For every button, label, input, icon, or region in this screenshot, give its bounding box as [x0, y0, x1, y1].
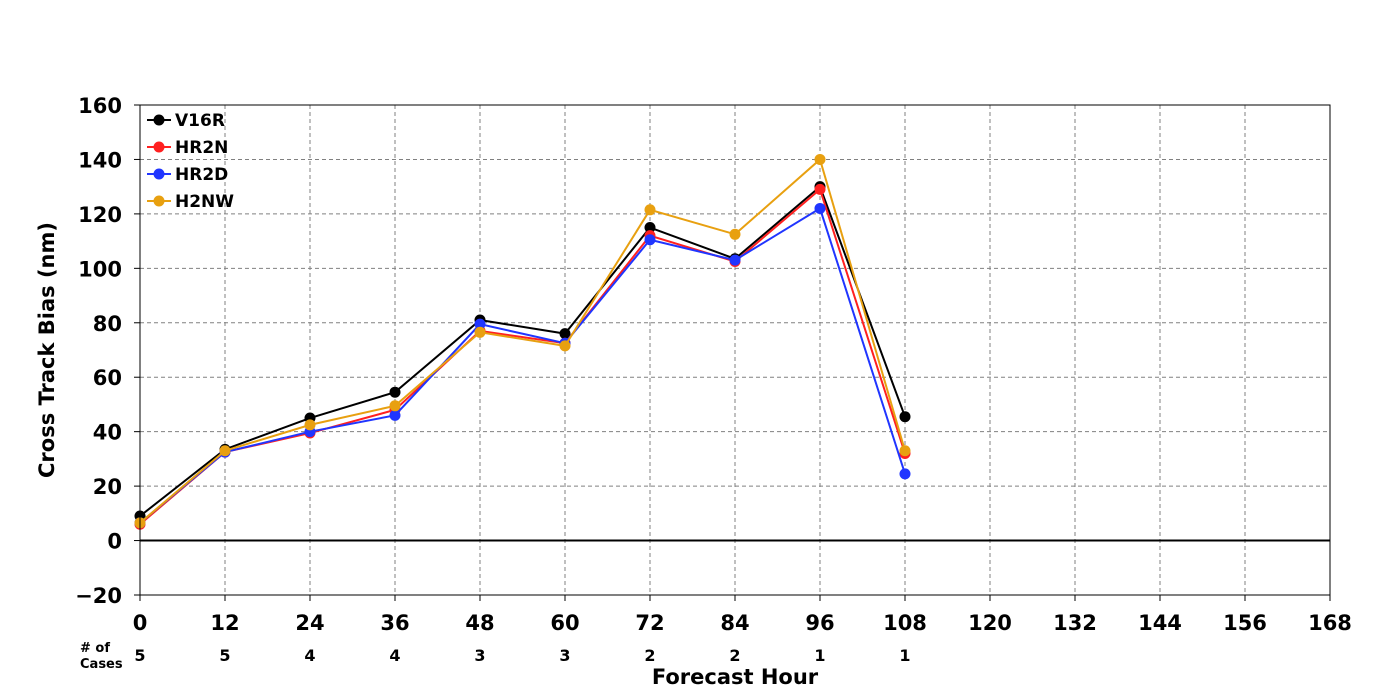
y-tick-label: 160: [78, 94, 122, 118]
legend-item-h2nw: H2NW: [147, 192, 234, 212]
series-hr2n: [134, 183, 911, 530]
data-point-hr2d: [814, 202, 826, 214]
case-count: 1: [814, 646, 825, 665]
y-tick-label: 140: [78, 148, 122, 172]
x-tick-label: 144: [1138, 611, 1182, 635]
data-point-h2nw: [219, 445, 231, 457]
x-tick-label: 0: [133, 611, 148, 635]
x-tick-label: 132: [1053, 611, 1097, 635]
series-line-v16r: [139, 184, 906, 517]
data-point-h2nw: [644, 204, 656, 216]
legend-marker: [153, 195, 165, 207]
series-line-hr2d: [139, 206, 906, 524]
y-tick-label: 80: [93, 312, 122, 336]
legend-item-v16r: V16R: [147, 111, 225, 131]
legend-item-hr2n: HR2N: [147, 138, 228, 158]
data-point-hr2n: [814, 183, 826, 195]
y-tick-label: 100: [78, 257, 122, 281]
legend-marker: [153, 168, 165, 180]
legend-marker: [153, 141, 165, 153]
x-tick-label: 108: [883, 611, 927, 635]
x-axis-title: Forecast Hour: [652, 665, 819, 689]
series-hr2d: [134, 202, 911, 529]
legend-marker: [153, 114, 165, 126]
series-line-hr2n: [139, 187, 906, 525]
x-tick-label: 12: [210, 611, 239, 635]
series-line-h2nw: [139, 157, 906, 524]
grid-lines: [140, 105, 1330, 595]
cases-row: # of Cases 5 5 4 4 3 3 2 2 1 1: [80, 641, 911, 672]
legend-label: HR2N: [175, 138, 228, 158]
legend: V16R HR2N HR2D H2NW: [147, 111, 234, 212]
x-tick-label: 96: [805, 611, 834, 635]
x-tick-label: 120: [968, 611, 1012, 635]
series-h2nw: [134, 153, 911, 529]
data-point-v16r: [899, 411, 911, 423]
y-tick-label: 120: [78, 203, 122, 227]
data-point-hr2d: [474, 318, 486, 330]
data-point-hr2d: [644, 234, 656, 246]
data-point-h2nw: [559, 340, 571, 352]
case-count: 4: [304, 646, 315, 665]
data-point-h2nw: [304, 419, 316, 431]
y-tick-label: 60: [93, 366, 122, 390]
y-axis-title: Cross Track Bias (nm): [35, 222, 59, 478]
x-tick-label: 48: [465, 611, 494, 635]
data-point-h2nw: [729, 228, 741, 240]
x-tick-label: 72: [635, 611, 664, 635]
y-tick-labels: 160 140 120 100 80 60 40 20 0 −20: [75, 94, 140, 608]
y-tick-label: −20: [75, 584, 122, 608]
data-point-hr2d: [729, 254, 741, 266]
cases-label-line1: # of: [80, 641, 110, 656]
case-count: 3: [474, 646, 485, 665]
x-tick-label: 60: [550, 611, 579, 635]
data-point-v16r: [559, 328, 571, 340]
x-tick-label: 156: [1223, 611, 1267, 635]
data-point-h2nw: [814, 153, 826, 165]
data-point-v16r: [644, 222, 656, 233]
data-point-h2nw: [389, 400, 401, 412]
case-count: 5: [219, 646, 230, 665]
y-tick-label: 0: [107, 530, 122, 554]
x-tick-label: 36: [380, 611, 409, 635]
legend-label: H2NW: [175, 192, 234, 212]
legend-label: HR2D: [175, 165, 228, 185]
data-point-h2nw: [474, 326, 486, 338]
series-v16r: [134, 181, 911, 522]
case-count: 1: [899, 646, 910, 665]
data-point-hr2d: [899, 468, 911, 480]
legend-label: V16R: [175, 111, 225, 131]
data-point-v16r: [389, 386, 401, 398]
x-tick-label: 168: [1308, 611, 1352, 635]
case-count: 2: [729, 646, 740, 665]
y-tick-label: 40: [93, 421, 122, 445]
data-series: [134, 153, 911, 530]
cases-label-line2: Cases: [80, 657, 123, 672]
case-count: 2: [644, 646, 655, 665]
data-point-h2nw: [899, 445, 911, 457]
case-count: 5: [134, 646, 145, 665]
x-tick-labels: 0 12 24 36 48 60 72 84 96 108 120 132 144 156 168: [133, 595, 1352, 635]
data-point-hr2d: [389, 409, 401, 421]
legend-item-hr2d: HR2D: [147, 165, 228, 185]
case-count: 4: [389, 646, 400, 665]
y-tick-label: 20: [93, 475, 122, 499]
case-count: 3: [559, 646, 570, 665]
x-tick-label: 84: [720, 611, 749, 635]
x-tick-label: 24: [295, 611, 324, 635]
